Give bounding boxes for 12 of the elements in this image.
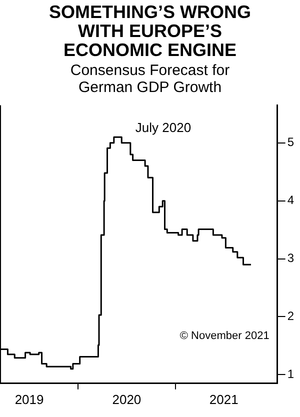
- chart-title: SOMETHING’S WRONG WITH EUROPE’S ECONOMIC ENGINE: [48, 1, 252, 60]
- x-tick-label: 2021: [209, 392, 238, 407]
- y-tick-label: 2: [287, 309, 294, 324]
- annotation: July 2020: [135, 120, 192, 136]
- x-tick-label: 2019: [14, 392, 44, 407]
- annotation: © November 2021: [180, 330, 270, 342]
- y-tick-label: 3: [287, 251, 294, 266]
- y-tick-label: 1: [287, 367, 294, 382]
- chart-subtitle: Consensus Forecast for German GDP Growth: [69, 61, 231, 96]
- y-tick-label: 5: [287, 135, 294, 150]
- x-tick-label: 2020: [112, 392, 142, 407]
- y-tick-label: 4: [287, 193, 294, 208]
